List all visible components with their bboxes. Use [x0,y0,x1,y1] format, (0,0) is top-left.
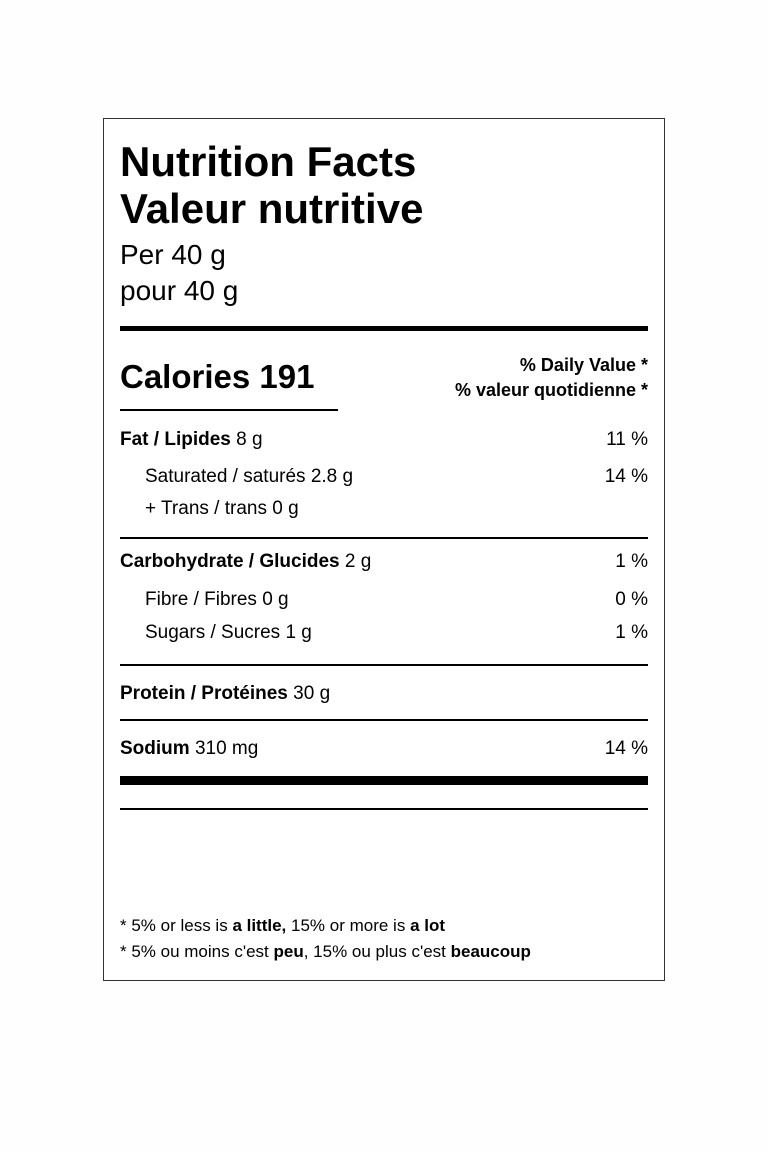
trans-label: + Trans / trans [145,498,267,519]
footnote-text: * 5% or less is [120,916,233,935]
fibre-row: Fibre / Fibres 0 g [145,588,289,612]
fibre-label: Fibre / Fibres [145,589,257,610]
fat-row: Fat / Lipides 8 g [120,428,263,452]
saturated-row: Saturated / saturés 2.8 g [145,465,353,489]
sugars-amount: 1 g [285,622,312,643]
calories-divider [120,409,338,411]
footnote-text: , 15% ou plus c'est [303,942,451,961]
fat-label: Fat / Lipides [120,429,231,450]
calories: Calories 191 [120,358,314,396]
trans-amount: 0 g [272,498,299,519]
sugars-row: Sugars / Sucres 1 g [145,621,312,645]
protein-row: Protein / Protéines 30 g [120,682,330,706]
protein-amount: 30 g [293,683,331,704]
carbohydrate-row: Carbohydrate / Glucides 2 g [120,550,371,574]
sodium-row: Sodium 310 mg [120,737,258,761]
saturated-label: Saturated / saturés [145,466,306,487]
title-en: Nutrition Facts [120,138,417,185]
daily-value-header-en: % Daily Value * [519,355,648,375]
footnote-bold: a little, [232,916,287,935]
title-fr: Valeur nutritive [120,185,424,232]
footnote-en: * 5% or less is a little, 15% or more is… [120,915,445,937]
thick-divider [120,776,648,785]
footnote-bold: beaucoup [450,942,531,961]
carbohydrate-dv: 1 % [615,551,648,572]
divider [120,719,648,721]
daily-value-header-fr: % valeur quotidienne * [454,380,648,400]
saturated-dv: 14 % [604,466,648,487]
calories-value: 191 [259,358,315,395]
calories-label: Calories [120,358,251,395]
serving-size-en: Per 40 g [120,239,226,270]
sugars-label: Sugars / Sucres [145,622,281,643]
divider [120,537,648,539]
divider [120,664,648,666]
footnote-bold: peu [273,942,304,961]
carbohydrate-amount: 2 g [344,551,372,572]
footnote-text: * 5% ou moins c'est [120,942,274,961]
fat-amount: 8 g [236,429,263,450]
footnote-fr: * 5% ou moins c'est peu, 15% ou plus c'e… [120,941,531,963]
fibre-amount: 0 g [262,589,289,610]
thick-divider [120,326,648,331]
divider [120,808,648,810]
fibre-dv: 0 % [615,589,648,610]
fat-dv: 11 % [606,429,648,450]
nutrition-facts-panel [103,118,665,981]
saturated-amount: 2.8 g [310,466,354,487]
sodium-dv: 14 % [604,738,648,759]
footnote-text: 15% or more is [286,916,411,935]
trans-row: + Trans / trans 0 g [145,497,299,521]
sugars-dv: 1 % [615,622,648,643]
serving-size-fr: pour 40 g [120,275,239,306]
carbohydrate-label: Carbohydrate / Glucides [120,551,340,572]
protein-label: Protein / Protéines [120,683,288,704]
sodium-label: Sodium [120,738,190,759]
footnote-bold: a lot [410,916,446,935]
sodium-amount: 310 mg [194,738,259,759]
